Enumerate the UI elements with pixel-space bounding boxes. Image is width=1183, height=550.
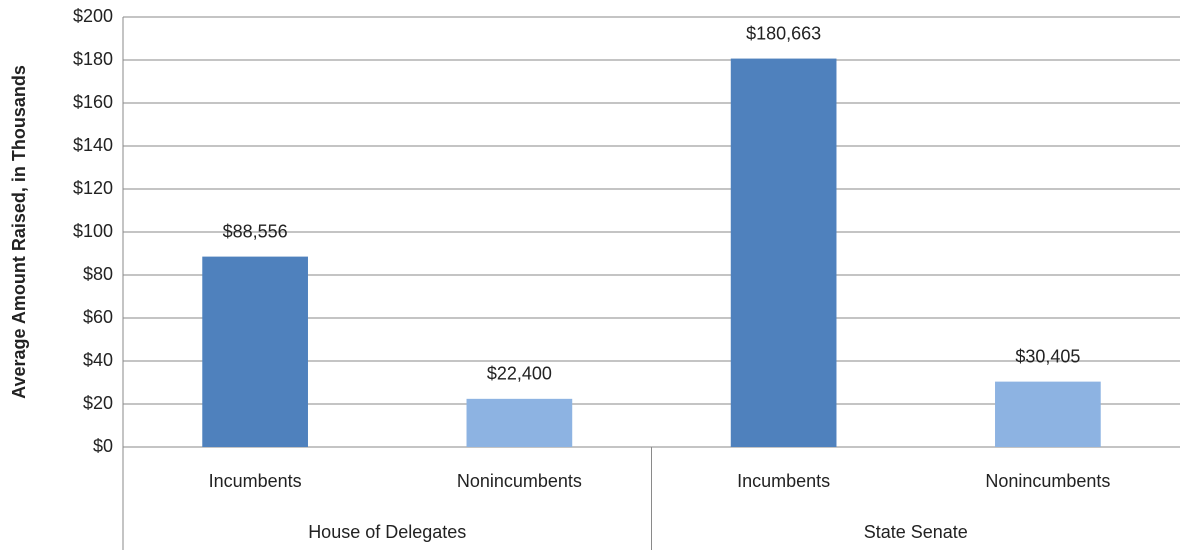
bar <box>466 398 573 447</box>
x-tick-label: Nonincumbents <box>985 471 1110 491</box>
y-tick-label: $140 <box>73 135 113 155</box>
y-tick-label: $60 <box>83 307 113 327</box>
value-label: $22,400 <box>487 364 552 384</box>
bar <box>202 256 308 447</box>
bar <box>995 381 1101 447</box>
value-label: $30,405 <box>1015 346 1080 366</box>
y-tick-label: $20 <box>83 393 113 413</box>
x-tick-label: Incumbents <box>209 471 302 491</box>
y-tick-label: $180 <box>73 49 113 69</box>
group-label: House of Delegates <box>308 522 466 542</box>
value-label: $180,663 <box>746 23 821 43</box>
y-tick-label: $40 <box>83 350 113 370</box>
y-tick-label: $80 <box>83 264 113 284</box>
bar <box>730 58 837 447</box>
y-tick-label: $160 <box>73 92 113 112</box>
y-tick-label: $0 <box>93 436 113 456</box>
y-tick-label: $100 <box>73 221 113 241</box>
x-tick-label: Incumbents <box>737 471 830 491</box>
value-label: $88,556 <box>223 221 288 241</box>
y-tick-label: $200 <box>73 6 113 26</box>
x-tick-label: Nonincumbents <box>457 471 582 491</box>
y-tick-label: $120 <box>73 178 113 198</box>
group-label: State Senate <box>864 522 968 542</box>
y-axis-label: Average Amount Raised, in Thousands <box>9 65 29 399</box>
